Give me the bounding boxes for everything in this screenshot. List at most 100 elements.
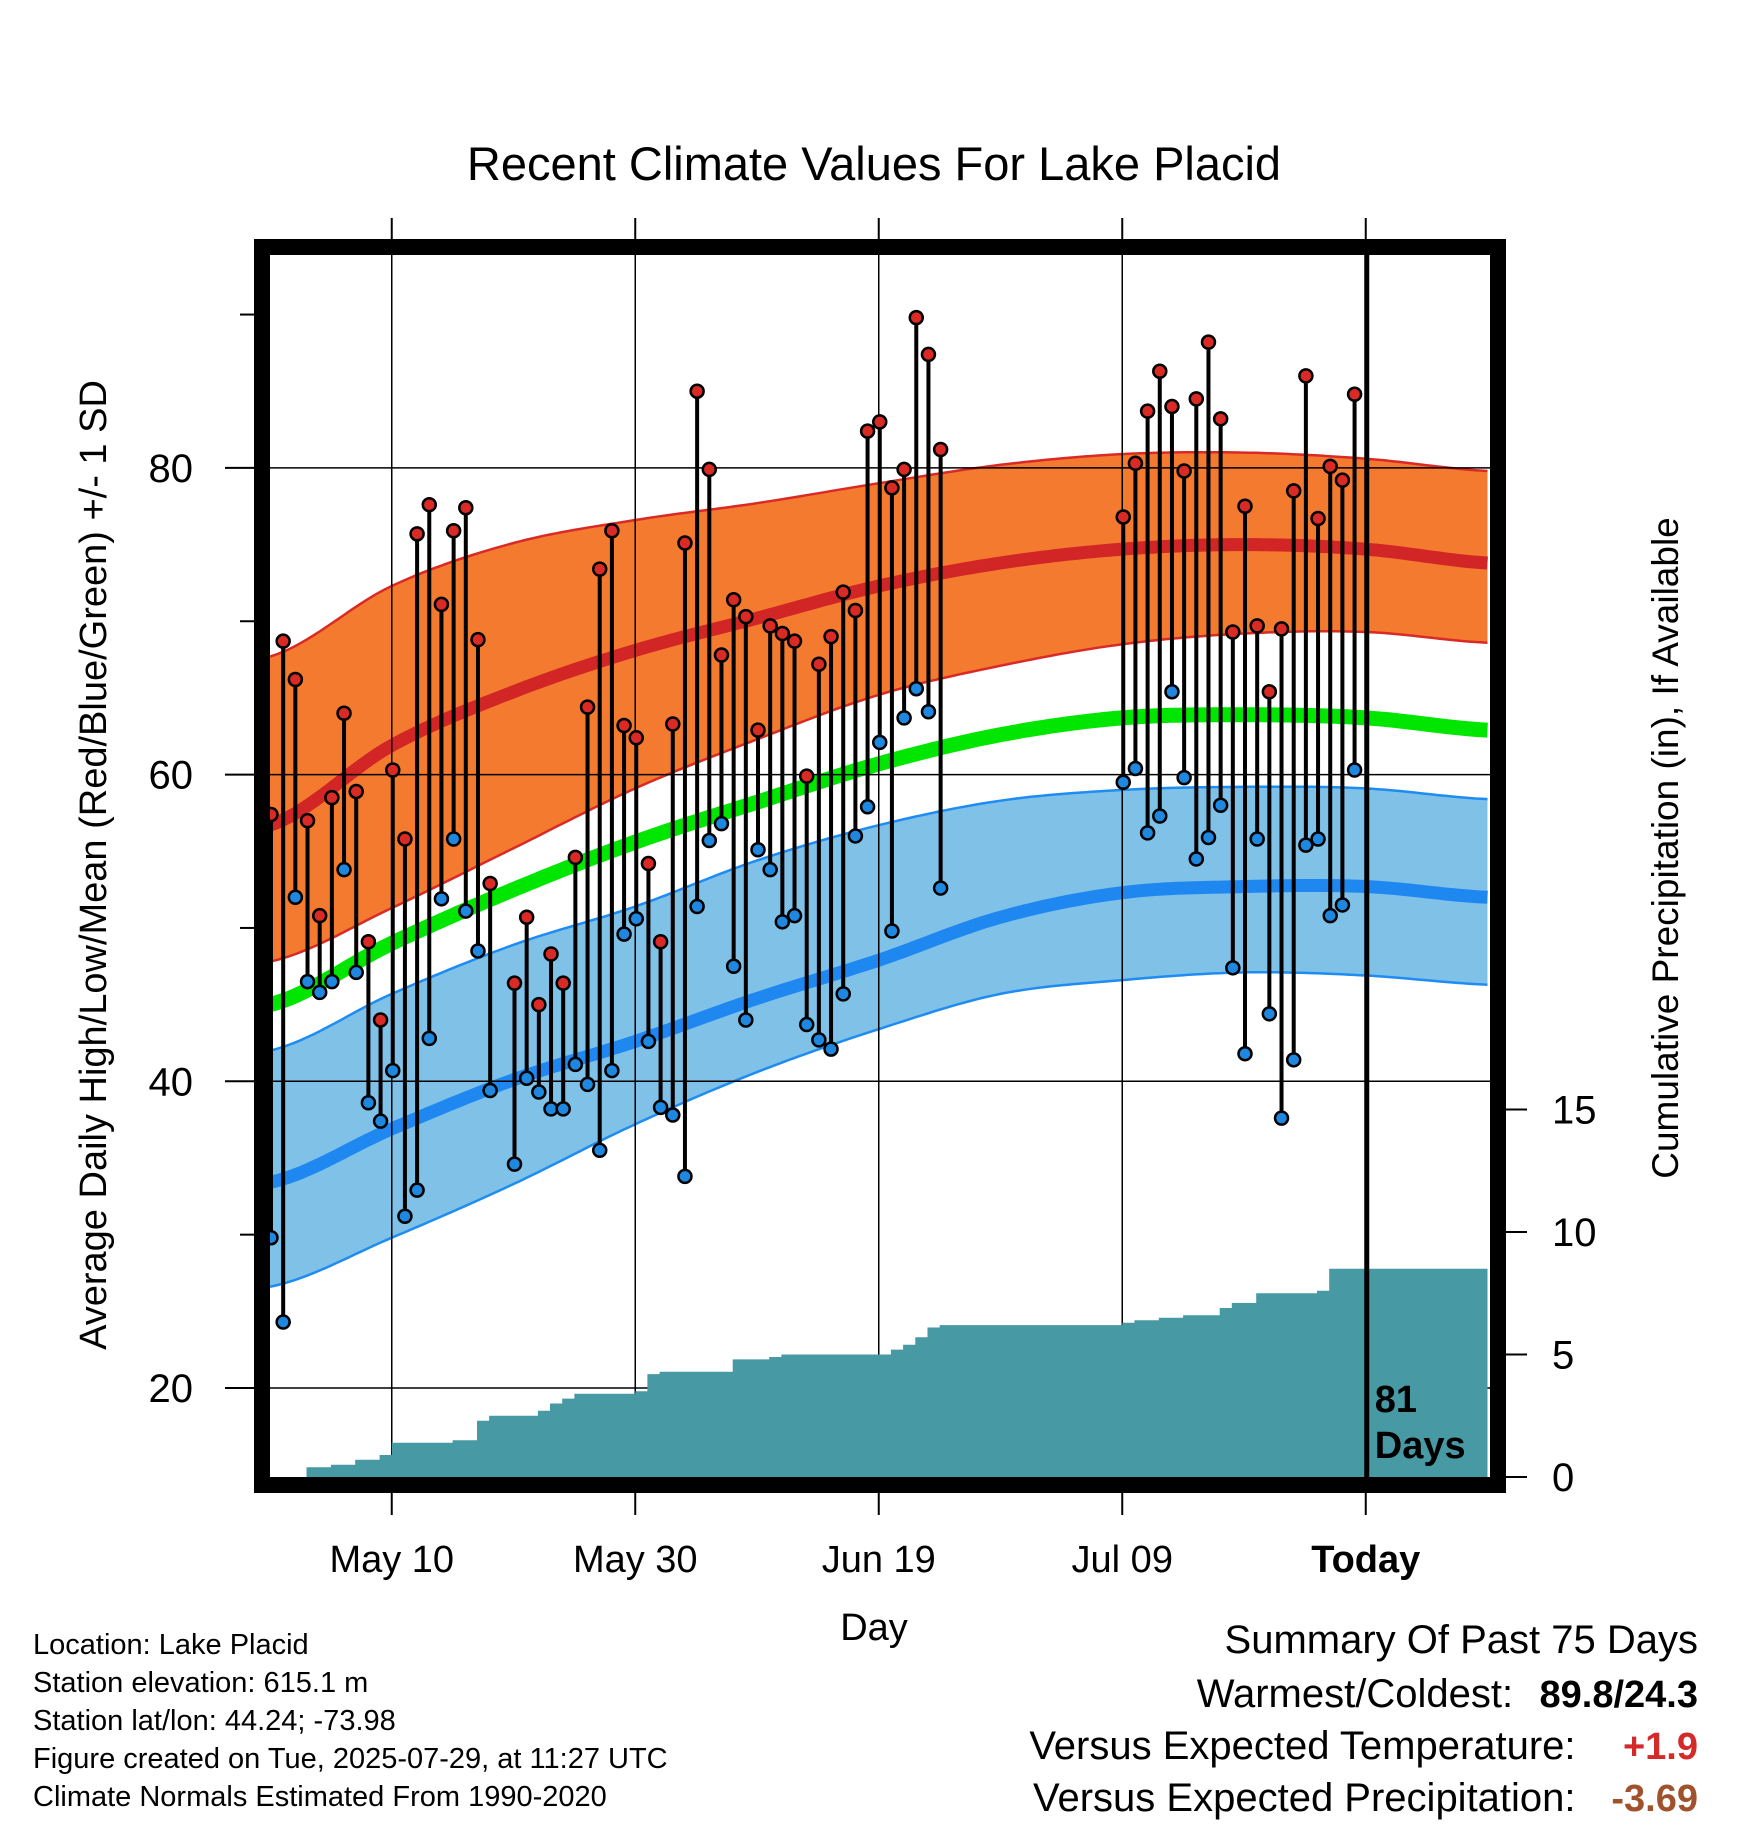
daily-low-point (1176, 769, 1192, 786)
daily-high-point (287, 671, 304, 688)
daily-high-point (1176, 463, 1192, 479)
daily-high-point (1200, 334, 1217, 350)
daily-high-point (701, 461, 718, 478)
days-count-label: Days (1375, 1425, 1466, 1467)
daily-low-point (1273, 1110, 1290, 1126)
daily-low-point (1225, 960, 1241, 976)
y-tick-label: 60 (149, 754, 194, 798)
y2-tick-label: 15 (1552, 1089, 1597, 1133)
daily-high-point (543, 946, 559, 962)
daily-low-point (652, 1099, 669, 1116)
daily-low-point (1212, 797, 1229, 814)
temp-vs-expected-value: +1.9 (1622, 1726, 1698, 1768)
y-tick-label: 40 (149, 1060, 194, 1104)
daily-low-point (859, 799, 876, 815)
warmest-coldest-value: 89.8/24.3 (1539, 1674, 1698, 1716)
daily-high-point (555, 975, 571, 991)
daily-high-point (1164, 398, 1180, 415)
daily-high-point (1334, 472, 1351, 488)
x-tick-label: May 10 (329, 1539, 454, 1581)
temp-vs-expected-label: Versus Expected Temperature: (1029, 1724, 1576, 1768)
daily-low-point (725, 958, 742, 975)
daily-high-point (1188, 391, 1205, 407)
daily-low-point (713, 815, 730, 832)
daily-high-point (324, 789, 340, 806)
daily-low-point (445, 831, 462, 847)
daily-high-point (433, 596, 450, 613)
summary-heading: Summary Of Past 75 Days (1224, 1618, 1698, 1662)
y2-tick-label: 5 (1552, 1334, 1574, 1378)
daily-high-point (835, 584, 851, 600)
daily-high-point (847, 602, 864, 619)
daily-low-point (786, 907, 803, 924)
daily-high-point (372, 1012, 389, 1028)
chart-title: Recent Climate Values For Lake Placid (467, 137, 1281, 190)
daily-low-point (738, 1012, 754, 1028)
daily-low-point (932, 880, 949, 896)
daily-low-point (1188, 851, 1205, 867)
daily-high-point (786, 633, 803, 649)
daily-high-point (689, 383, 705, 399)
daily-low-point (555, 1101, 571, 1117)
daily-low-point (762, 861, 778, 878)
daily-high-point (409, 526, 425, 542)
daily-low-point (299, 973, 316, 990)
y2-tick-label: 0 (1552, 1456, 1574, 1500)
y-axis-label: Average Daily High/Low/Mean (Red/Blue/Gr… (73, 380, 115, 1350)
daily-low-point (591, 1142, 608, 1159)
daily-low-point (604, 1062, 620, 1079)
daily-low-point (1334, 897, 1351, 913)
daily-high-point (640, 855, 657, 872)
daily-low-point (324, 973, 340, 990)
daily-high-point (385, 762, 401, 778)
daily-high-point (482, 875, 498, 892)
daily-low-point (275, 1314, 291, 1330)
daily-high-point (531, 996, 547, 1013)
y-tick-label: 20 (149, 1367, 194, 1411)
daily-low-point (506, 1156, 523, 1172)
daily-high-point (591, 561, 608, 577)
y2-tick-label: 10 (1552, 1211, 1597, 1255)
daily-high-point (579, 699, 596, 715)
precip-vs-expected-label: Versus Expected Precipitation: (1033, 1776, 1576, 1820)
footer-elevation: Station elevation: 615.1 m (33, 1667, 369, 1699)
daily-low-point (433, 891, 450, 907)
daily-low-point (518, 1070, 535, 1086)
daily-high-point (299, 812, 316, 829)
daily-low-point (872, 734, 888, 751)
daily-low-point (847, 828, 864, 844)
daily-high-point (884, 480, 900, 496)
daily-high-point (908, 309, 925, 326)
daily-high-point (397, 831, 413, 847)
daily-low-point (823, 1041, 839, 1057)
low-sd-band (270, 786, 1488, 1287)
daily-high-point (336, 705, 352, 722)
daily-high-point (1249, 618, 1265, 634)
daily-low-point (409, 1182, 425, 1198)
daily-high-point (713, 647, 730, 663)
x-tick-label: Today (1311, 1539, 1420, 1581)
footer-location: Location: Lake Placid (33, 1629, 309, 1661)
daily-high-point (762, 618, 778, 634)
daily-low-point (397, 1208, 413, 1224)
daily-high-point (725, 592, 742, 608)
daily-high-point (896, 461, 912, 478)
daily-low-point (1237, 1045, 1253, 1062)
daily-high-point (1225, 624, 1241, 640)
daily-high-point (1152, 363, 1168, 380)
daily-high-point (1322, 458, 1338, 475)
daily-low-point (1127, 760, 1144, 777)
cumulative-precip-area (294, 1268, 1488, 1477)
daily-low-point (1322, 907, 1338, 924)
daily-high-point (628, 730, 644, 746)
x-tick-label: Jun 19 (822, 1539, 936, 1581)
daily-high-point (652, 934, 669, 950)
days-count-label: 81 (1375, 1379, 1417, 1421)
daily-low-point (311, 984, 328, 1001)
daily-high-point (920, 346, 937, 363)
daily-high-point (311, 907, 328, 924)
plot-frame (254, 239, 1506, 1493)
daily-high-point (616, 717, 632, 734)
daily-high-point (859, 423, 876, 439)
x-tick-label: May 30 (573, 1539, 698, 1581)
